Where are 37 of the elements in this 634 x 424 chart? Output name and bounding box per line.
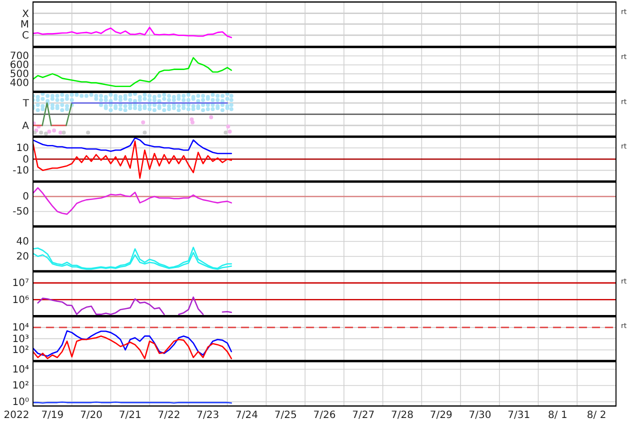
y-tick-label: 10 <box>16 143 29 154</box>
x-tick-label: 7/30 <box>468 410 492 422</box>
x-tick-label: 7/24 <box>236 410 258 422</box>
y-tick-label: 10² <box>12 345 29 356</box>
y-tick-label: 40 <box>16 236 29 248</box>
x-tick-label: 7/23 <box>196 410 220 422</box>
ref-line-label: M <box>20 20 29 31</box>
ref-line-label: X <box>22 8 30 20</box>
x-tick-label: 7/21 <box>118 410 142 422</box>
y-tick-label: 10³ <box>12 334 29 345</box>
x-tick-label: 8/ 2 <box>586 410 606 422</box>
y-tick-label: 10⁷ <box>12 278 29 290</box>
x-tick-label: 7/28 <box>391 410 414 422</box>
x-tick-label: 7/29 <box>430 410 452 422</box>
x-tick-label: 7/25 <box>274 410 297 422</box>
x-tick-label: 7/31 <box>508 410 530 422</box>
y-tick-label: 10⁰ <box>12 396 29 408</box>
x-axis-title: 2022 <box>4 410 30 422</box>
x-tick-label: 7/19 <box>41 410 64 422</box>
ref-line-label: C <box>22 30 30 42</box>
x-tick-label: 7/20 <box>80 410 103 422</box>
y-tick-label: 10² <box>12 380 29 392</box>
y-tick-label: -10 <box>12 166 29 177</box>
y-tick-label: 400 <box>10 78 29 89</box>
ref-line-label: T <box>22 98 30 110</box>
y-tick-label: 10⁴ <box>12 364 29 376</box>
y-tick-label: 10⁶ <box>12 294 29 306</box>
y-tick-label: 10⁴ <box>12 322 29 334</box>
y-tick-label: 0 <box>22 154 29 166</box>
x-tick-label: 7/27 <box>352 410 375 422</box>
y-tick-label: 20 <box>16 252 29 263</box>
x-tick-label: 7/22 <box>158 410 180 422</box>
y-tick-label: 0 <box>22 192 29 203</box>
x-tick-label: 8/ 1 <box>548 410 568 422</box>
y-tick-label: -50 <box>12 206 29 218</box>
ref-line-label: A <box>22 120 30 132</box>
x-tick-label: 7/26 <box>313 410 336 422</box>
